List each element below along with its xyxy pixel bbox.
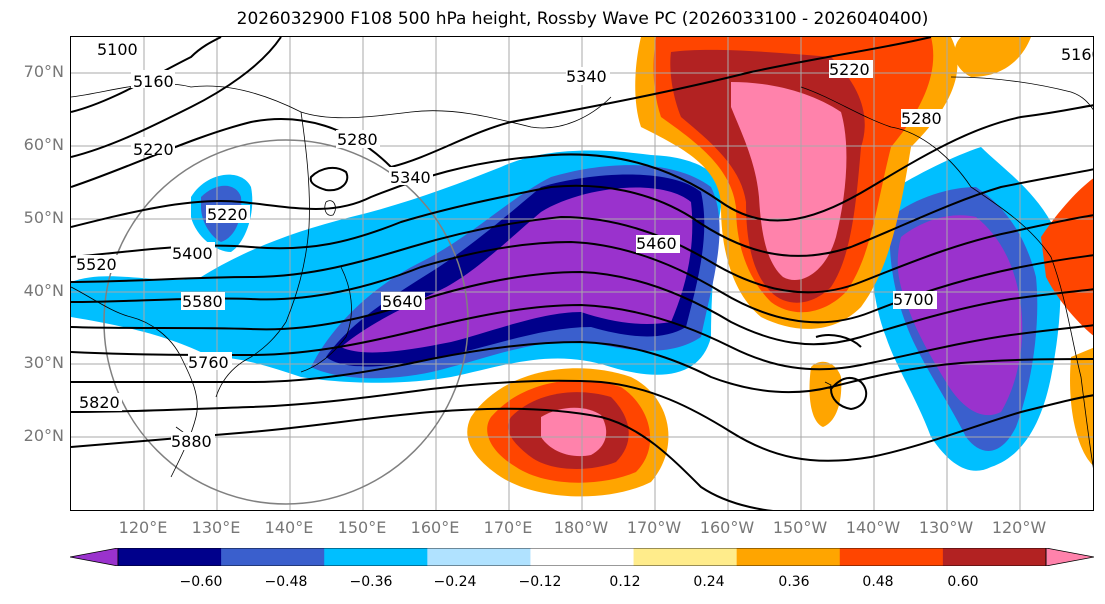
contour-label: 5760 bbox=[188, 353, 229, 372]
colorbar-segment bbox=[427, 548, 531, 566]
map-title: 2026032900 F108 500 hPa height, Rossby W… bbox=[236, 9, 929, 29]
contour-label: 5220 bbox=[133, 140, 174, 159]
contour-label: 5340 bbox=[566, 67, 607, 86]
lon-label-160w: 160°W bbox=[699, 518, 755, 537]
contour-label: 5220 bbox=[829, 60, 870, 79]
lon-label-180w: 180°W bbox=[553, 518, 609, 537]
lat-label-30n: 30°N bbox=[23, 353, 64, 372]
contour-label: 5160 bbox=[133, 72, 174, 91]
colorbar-tick: −0.48 bbox=[264, 574, 308, 590]
colorbar-segment bbox=[839, 548, 944, 566]
coastlines bbox=[71, 76, 1093, 478]
lon-label-150e: 150°E bbox=[337, 518, 387, 537]
colorbar-segment bbox=[70, 548, 119, 566]
lat-label-60n: 60°N bbox=[23, 135, 64, 154]
contour-label: 5220 bbox=[207, 205, 248, 224]
lat-label-50n: 50°N bbox=[23, 208, 64, 227]
colorbar-tick: −0.36 bbox=[349, 574, 393, 590]
contour-label: 5640 bbox=[382, 292, 423, 311]
lon-label-170w: 170°W bbox=[626, 518, 682, 537]
colorbar-tick: 0.48 bbox=[862, 574, 894, 590]
map-canvas: 5100 5160 5220 5280 5340 5220 5400 5520 … bbox=[71, 37, 1094, 510]
colorbar-tick: 0.60 bbox=[947, 574, 979, 590]
lon-label-120e: 120°E bbox=[118, 518, 168, 537]
lon-label-120w: 120°W bbox=[991, 518, 1047, 537]
contour-label: 5100 bbox=[97, 40, 138, 59]
contour-label: 5340 bbox=[390, 168, 431, 187]
lon-label-140e: 140°E bbox=[264, 518, 314, 537]
contour-label: 5700 bbox=[893, 290, 934, 309]
colorbar-tick: −0.60 bbox=[179, 574, 223, 590]
colorbar-segment bbox=[1045, 548, 1094, 566]
colorbar-tick: −0.24 bbox=[433, 574, 477, 590]
colorbar-segment bbox=[942, 548, 1047, 566]
lat-label-40n: 40°N bbox=[23, 281, 64, 300]
colorbar-tick: 0.36 bbox=[778, 574, 810, 590]
colorbar-tick: −0.12 bbox=[518, 574, 562, 590]
contour-label: 5580 bbox=[182, 292, 223, 311]
contour-label: 5280 bbox=[337, 130, 378, 149]
contour-label: 5160 bbox=[1061, 45, 1094, 64]
lon-label-160e: 160°E bbox=[410, 518, 460, 537]
colorbar-segment bbox=[530, 548, 635, 566]
contour-label: 5400 bbox=[172, 244, 213, 263]
contour-label: 5280 bbox=[901, 109, 942, 128]
colorbar-segment bbox=[324, 548, 428, 566]
lon-label-130w: 130°W bbox=[918, 518, 974, 537]
colorbar-segment bbox=[633, 548, 738, 566]
colorbar-segment bbox=[221, 548, 325, 566]
colorbar-segment bbox=[736, 548, 841, 566]
lon-label-130e: 130°E bbox=[191, 518, 241, 537]
colorbar-frame bbox=[117, 548, 1047, 566]
lon-label-170e: 170°E bbox=[483, 518, 533, 537]
contour-label: 5880 bbox=[171, 432, 212, 451]
colorbar-segment bbox=[118, 548, 222, 566]
lon-label-150w: 150°W bbox=[772, 518, 828, 537]
contour-label: 5460 bbox=[636, 234, 677, 253]
colorbar-tick: 0.24 bbox=[693, 574, 725, 590]
lat-label-20n: 20°N bbox=[23, 426, 64, 445]
contour-labels: 5100 5160 5220 5280 5340 5220 5400 5520 … bbox=[76, 40, 1094, 451]
region-circle bbox=[103, 139, 469, 505]
colorbar bbox=[70, 548, 1094, 566]
lat-label-70n: 70°N bbox=[23, 62, 64, 81]
contour-label: 5520 bbox=[76, 255, 117, 274]
lon-label-140w: 140°W bbox=[845, 518, 901, 537]
contour-label: 5820 bbox=[79, 393, 120, 412]
height-contours bbox=[71, 37, 1093, 510]
colorbar-tick: 0.12 bbox=[609, 574, 641, 590]
map-panel: 5100 5160 5220 5280 5340 5220 5400 5520 … bbox=[70, 36, 1094, 511]
